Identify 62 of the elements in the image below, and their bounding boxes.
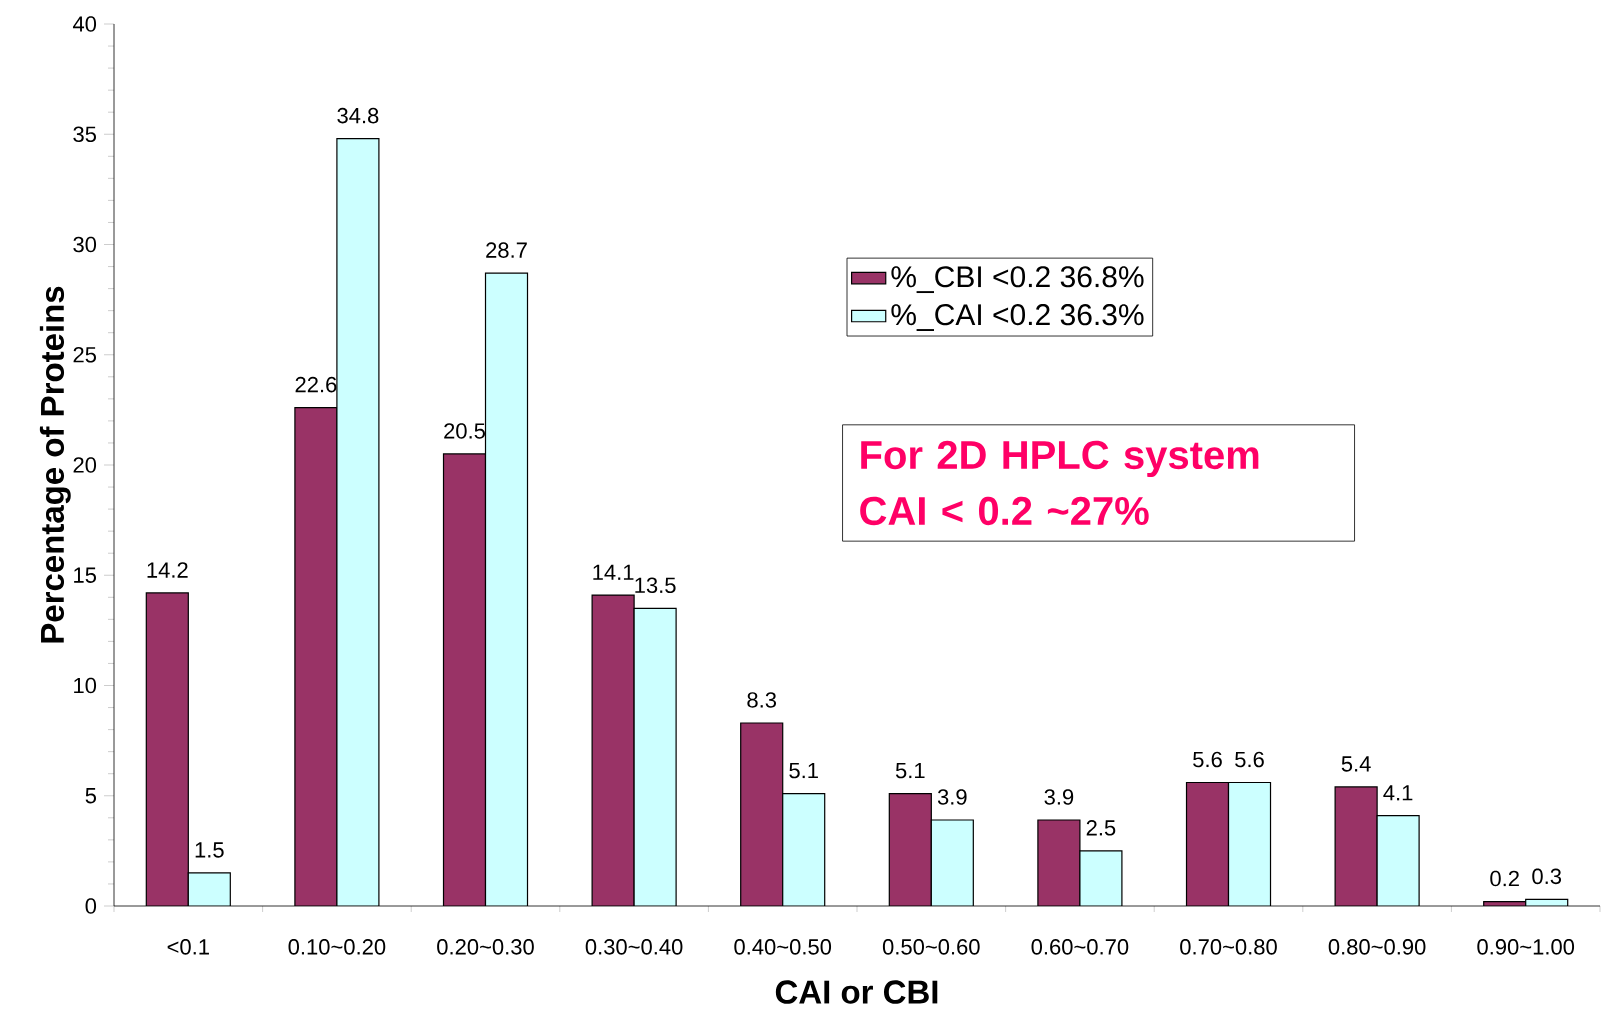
bar [592, 595, 635, 906]
y-tick-label: 5 [85, 788, 96, 804]
data-label: 5.1 [895, 762, 925, 779]
data-label: 14.2 [147, 562, 188, 578]
x-tick-label: 0.20~0.30 [437, 939, 534, 955]
annotation: CAI < 0.2 ~27% [860, 496, 1149, 526]
x-tick-label: <0.1 [167, 939, 209, 955]
x-tick-label: 0.50~0.60 [882, 939, 980, 955]
data-label: 0.2 [1490, 870, 1519, 887]
x-tick-label: 0.40~0.50 [734, 939, 832, 955]
data-label: 14.1 [593, 564, 634, 580]
bar [1037, 820, 1080, 906]
bar [146, 592, 189, 906]
bar [931, 820, 974, 906]
data-label: 4.1 [1383, 785, 1413, 801]
bar [634, 608, 677, 906]
data-label: 28.7 [486, 242, 527, 258]
x-tick-label: 0.90~1.00 [1477, 939, 1575, 955]
bar [1228, 782, 1271, 906]
y-tick-label: 25 [73, 346, 96, 363]
data-label: 20.5 [444, 423, 485, 439]
data-label: 5.4 [1341, 756, 1371, 772]
x-tick-label: 0.30~0.40 [585, 939, 683, 955]
legend-label: %_CAI <0.2 36.3% [891, 304, 1144, 331]
bar [782, 793, 825, 906]
y-axis-title: Percentage of Proteins [39, 286, 71, 643]
y-tick-label: 20 [73, 457, 97, 473]
bar [1186, 782, 1229, 906]
bar [294, 407, 337, 906]
data-label: 3.9 [937, 789, 967, 805]
bar [336, 138, 379, 906]
y-tick-label: 40 [72, 16, 97, 32]
bar [485, 273, 528, 906]
bar [1377, 815, 1420, 906]
data-label: 0.3 [1532, 868, 1562, 885]
x-tick-label: 0.70~0.80 [1180, 939, 1277, 955]
data-label: 1.5 [195, 842, 224, 858]
data-label: 5.1 [789, 762, 818, 779]
bar [188, 872, 231, 906]
y-tick-label: 30 [73, 236, 97, 253]
y-tick-label: 0 [85, 898, 97, 914]
bar [1079, 850, 1122, 906]
bar [1335, 786, 1378, 906]
data-label: 34.8 [337, 107, 379, 124]
bar [740, 722, 783, 906]
data-label: 5.6 [1235, 751, 1264, 768]
x-tick-label: 0.10~0.20 [288, 939, 386, 955]
bar [889, 793, 932, 906]
x-tick-label: 0.80~0.90 [1328, 939, 1426, 955]
y-tick-label: 15 [74, 567, 96, 583]
data-label: 8.3 [747, 692, 777, 708]
data-label: 5.6 [1193, 751, 1222, 768]
legend-label: %_CBI <0.2 36.8% [891, 266, 1144, 294]
y-tick-label: 35 [73, 126, 96, 143]
data-label: 3.9 [1044, 789, 1074, 805]
data-label: 2.5 [1086, 820, 1116, 836]
x-tick-label: 0.60~0.70 [1031, 939, 1129, 955]
data-label: 13.5 [635, 577, 676, 594]
y-tick-label: 10 [74, 677, 97, 694]
x-axis-title: CAI or CBI [775, 980, 938, 1004]
annotation: For 2D HPLC system [861, 440, 1259, 478]
bar [443, 453, 486, 906]
